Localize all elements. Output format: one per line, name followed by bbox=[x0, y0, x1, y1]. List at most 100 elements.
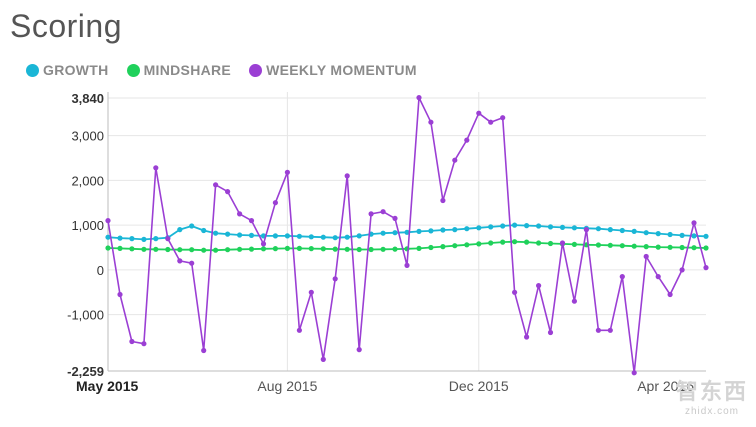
point-weekly-momentum-38 bbox=[559, 240, 566, 246]
point-weekly-momentum-50 bbox=[703, 265, 709, 271]
point-mindshare-19 bbox=[332, 246, 338, 252]
point-growth-8 bbox=[201, 227, 207, 234]
x-tick-label-2: Dec 2015 bbox=[449, 378, 509, 394]
chart-title: Scoring bbox=[10, 8, 122, 44]
point-weekly-momentum-42 bbox=[607, 327, 613, 333]
point-mindshare-15 bbox=[284, 245, 290, 251]
point-growth-10 bbox=[225, 231, 231, 237]
point-weekly-momentum-34 bbox=[511, 289, 518, 295]
point-growth-45 bbox=[643, 230, 649, 236]
point-mindshare-44 bbox=[631, 243, 637, 249]
point-weekly-momentum-3 bbox=[141, 341, 147, 347]
point-growth-44 bbox=[631, 228, 637, 234]
point-weekly-momentum-24 bbox=[392, 215, 398, 221]
point-weekly-momentum-1 bbox=[117, 291, 123, 298]
point-mindshare-39 bbox=[571, 241, 578, 247]
point-weekly-momentum-45 bbox=[643, 253, 649, 260]
y-tick-label-1: 3,000 bbox=[71, 129, 104, 144]
point-weekly-momentum-35 bbox=[524, 334, 530, 340]
point-mindshare-5 bbox=[165, 246, 171, 253]
point-weekly-momentum-44 bbox=[631, 370, 637, 376]
point-growth-34 bbox=[511, 222, 518, 228]
point-mindshare-18 bbox=[320, 246, 326, 252]
point-weekly-momentum-40 bbox=[583, 227, 590, 233]
point-weekly-momentum-2 bbox=[129, 338, 135, 345]
point-mindshare-33 bbox=[500, 239, 506, 245]
point-mindshare-34 bbox=[511, 239, 518, 245]
series-line-weekly-momentum bbox=[107, 96, 707, 374]
point-weekly-momentum-14 bbox=[272, 200, 278, 206]
point-mindshare-41 bbox=[595, 242, 602, 248]
point-growth-42 bbox=[607, 227, 613, 233]
point-mindshare-8 bbox=[201, 247, 207, 253]
point-mindshare-32 bbox=[488, 240, 494, 246]
point-growth-3 bbox=[141, 236, 147, 242]
point-growth-39 bbox=[571, 225, 578, 231]
point-weekly-momentum-17 bbox=[308, 289, 314, 295]
y-tick-label-0: 3,840 bbox=[71, 91, 104, 106]
watermark-text: zhidx.com bbox=[684, 406, 739, 417]
point-mindshare-36 bbox=[536, 240, 542, 246]
point-weekly-momentum-19 bbox=[332, 276, 338, 282]
legend-swatch-weekly-momentum bbox=[249, 63, 263, 77]
point-weekly-momentum-15 bbox=[284, 169, 290, 175]
point-weekly-momentum-30 bbox=[464, 137, 470, 143]
point-mindshare-4 bbox=[153, 246, 159, 252]
point-growth-37 bbox=[547, 224, 554, 230]
point-weekly-momentum-25 bbox=[404, 262, 410, 268]
point-growth-9 bbox=[213, 230, 219, 236]
legend-swatch-growth bbox=[26, 63, 39, 77]
y-tick-label-2: 2,000 bbox=[71, 173, 104, 188]
y-tick-label-4: 0 bbox=[97, 263, 104, 278]
point-weekly-momentum-16 bbox=[296, 327, 302, 333]
point-growth-14 bbox=[272, 233, 278, 239]
point-mindshare-30 bbox=[464, 242, 470, 248]
point-growth-2 bbox=[129, 236, 135, 242]
point-growth-33 bbox=[500, 223, 506, 229]
point-weekly-momentum-18 bbox=[320, 356, 326, 362]
point-growth-7 bbox=[189, 223, 195, 229]
point-weekly-momentum-0 bbox=[105, 218, 111, 224]
legend-label-growth: GROWTH bbox=[43, 62, 109, 78]
point-growth-36 bbox=[536, 223, 542, 229]
point-weekly-momentum-37 bbox=[547, 329, 554, 336]
point-mindshare-12 bbox=[248, 246, 255, 252]
point-mindshare-10 bbox=[225, 247, 231, 253]
point-growth-18 bbox=[320, 234, 326, 240]
point-mindshare-21 bbox=[356, 246, 362, 253]
point-growth-4 bbox=[153, 236, 159, 242]
point-weekly-momentum-28 bbox=[440, 197, 446, 204]
point-growth-15 bbox=[284, 233, 290, 239]
point-growth-50 bbox=[703, 233, 709, 239]
chart-legend: GROWTH MINDSHARE WEEKLY MOMENTUM bbox=[26, 62, 435, 78]
point-mindshare-16 bbox=[296, 245, 302, 251]
point-weekly-momentum-9 bbox=[213, 182, 219, 188]
point-weekly-momentum-23 bbox=[380, 209, 386, 215]
y-tick-label-3: 1,000 bbox=[71, 218, 104, 233]
point-mindshare-35 bbox=[524, 239, 530, 245]
point-mindshare-31 bbox=[476, 241, 482, 247]
legend-item-weekly-momentum[interactable]: WEEKLY MOMENTUM bbox=[249, 62, 417, 78]
point-weekly-momentum-13 bbox=[260, 241, 267, 247]
point-weekly-momentum-46 bbox=[655, 274, 661, 280]
watermark-logo: 智东西 bbox=[675, 379, 748, 404]
point-weekly-momentum-12 bbox=[248, 218, 255, 224]
point-mindshare-27 bbox=[428, 244, 434, 251]
point-mindshare-46 bbox=[655, 244, 661, 250]
point-mindshare-26 bbox=[416, 245, 422, 251]
y-tick-label-6: -2,259 bbox=[67, 364, 104, 379]
legend-item-mindshare[interactable]: MINDSHARE bbox=[126, 62, 231, 78]
point-weekly-momentum-49 bbox=[691, 220, 697, 226]
legend-item-growth[interactable]: GROWTH bbox=[26, 62, 109, 78]
legend-label-weekly-momentum: WEEKLY MOMENTUM bbox=[266, 62, 417, 78]
point-growth-24 bbox=[392, 230, 398, 236]
point-growth-25 bbox=[404, 229, 410, 235]
point-mindshare-14 bbox=[272, 246, 278, 252]
point-growth-38 bbox=[559, 224, 566, 230]
point-growth-27 bbox=[428, 228, 434, 234]
point-weekly-momentum-7 bbox=[189, 260, 195, 266]
point-weekly-momentum-6 bbox=[177, 258, 183, 264]
point-growth-11 bbox=[237, 232, 243, 238]
point-weekly-momentum-39 bbox=[571, 298, 578, 304]
